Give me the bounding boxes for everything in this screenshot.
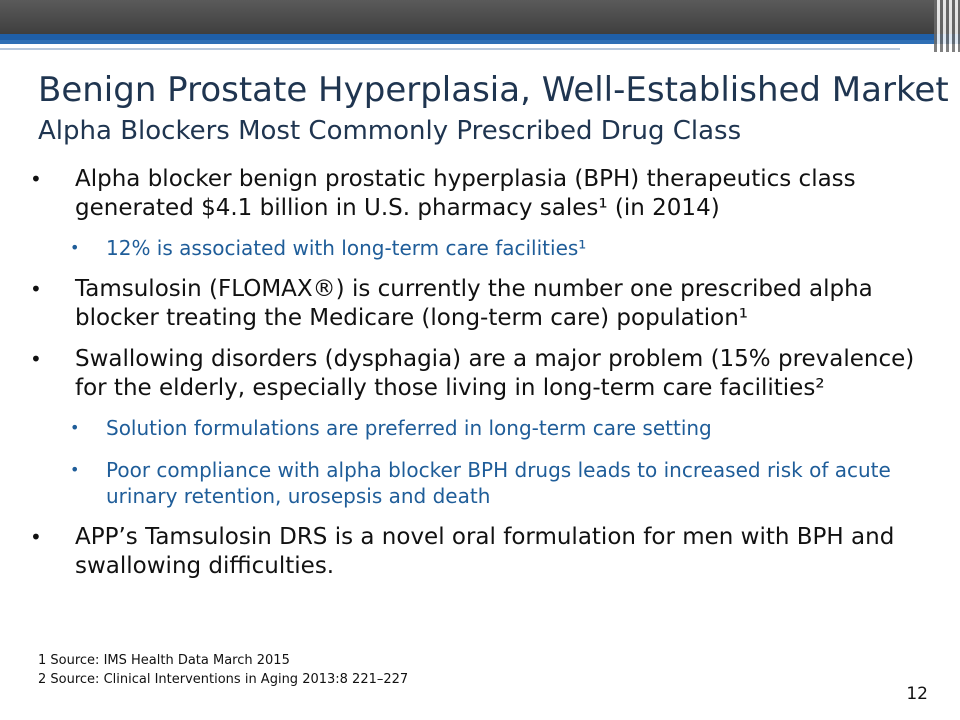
sub-bullet-item: • 12% is associated with long-term care … <box>30 235 930 261</box>
bullet-icon: • <box>30 347 42 371</box>
sub-bullet-text: 12% is associated with long-term care fa… <box>106 236 587 260</box>
bullet-item: • Alpha blocker benign prostatic hyperpl… <box>30 165 930 223</box>
footnote-2: 2 Source: Clinical Interventions in Agin… <box>38 672 409 687</box>
sub-bullet-text: Solution formulations are preferred in l… <box>106 416 712 440</box>
footnotes: 1 Source: IMS Health Data March 2015 2 S… <box>38 651 408 689</box>
bullet-text: Swallowing disorders (dysphagia) are a m… <box>75 346 915 401</box>
bullet-icon: • <box>30 167 42 191</box>
page-number: 12 <box>906 684 928 704</box>
bullet-text: Alpha blocker benign prostatic hyperplas… <box>75 166 856 221</box>
bullet-icon: • <box>70 238 80 257</box>
header-band <box>0 0 960 34</box>
bullet-icon: • <box>70 418 80 437</box>
corner-stripes-decoration <box>934 0 960 52</box>
header-accent-line <box>0 34 960 40</box>
sub-bullet-item: • Poor compliance with alpha blocker BPH… <box>30 457 930 509</box>
bullet-icon: • <box>30 525 42 549</box>
bullet-icon: • <box>30 277 42 301</box>
header-accent-line-secondary <box>0 40 960 44</box>
bullet-text: APP’s Tamsulosin DRS is a novel oral for… <box>75 524 895 579</box>
bullet-item: • Swallowing disorders (dysphagia) are a… <box>30 345 930 403</box>
slide-subtitle: Alpha Blockers Most Commonly Prescribed … <box>38 116 742 146</box>
slide-title: Benign Prostate Hyperplasia, Well-Establ… <box>38 70 949 110</box>
bullet-item: • Tamsulosin (FLOMAX®) is currently the … <box>30 275 930 333</box>
header-divider <box>0 48 900 50</box>
sub-bullet-item: • Solution formulations are preferred in… <box>30 415 930 441</box>
bullet-text: Tamsulosin (FLOMAX®) is currently the nu… <box>75 276 873 331</box>
sub-bullet-text: Poor compliance with alpha blocker BPH d… <box>106 458 891 508</box>
bullet-item: • APP’s Tamsulosin DRS is a novel oral f… <box>30 523 930 581</box>
bullet-icon: • <box>70 460 80 479</box>
bullet-list: • Alpha blocker benign prostatic hyperpl… <box>30 165 930 593</box>
footnote-1: 1 Source: IMS Health Data March 2015 <box>38 653 290 668</box>
